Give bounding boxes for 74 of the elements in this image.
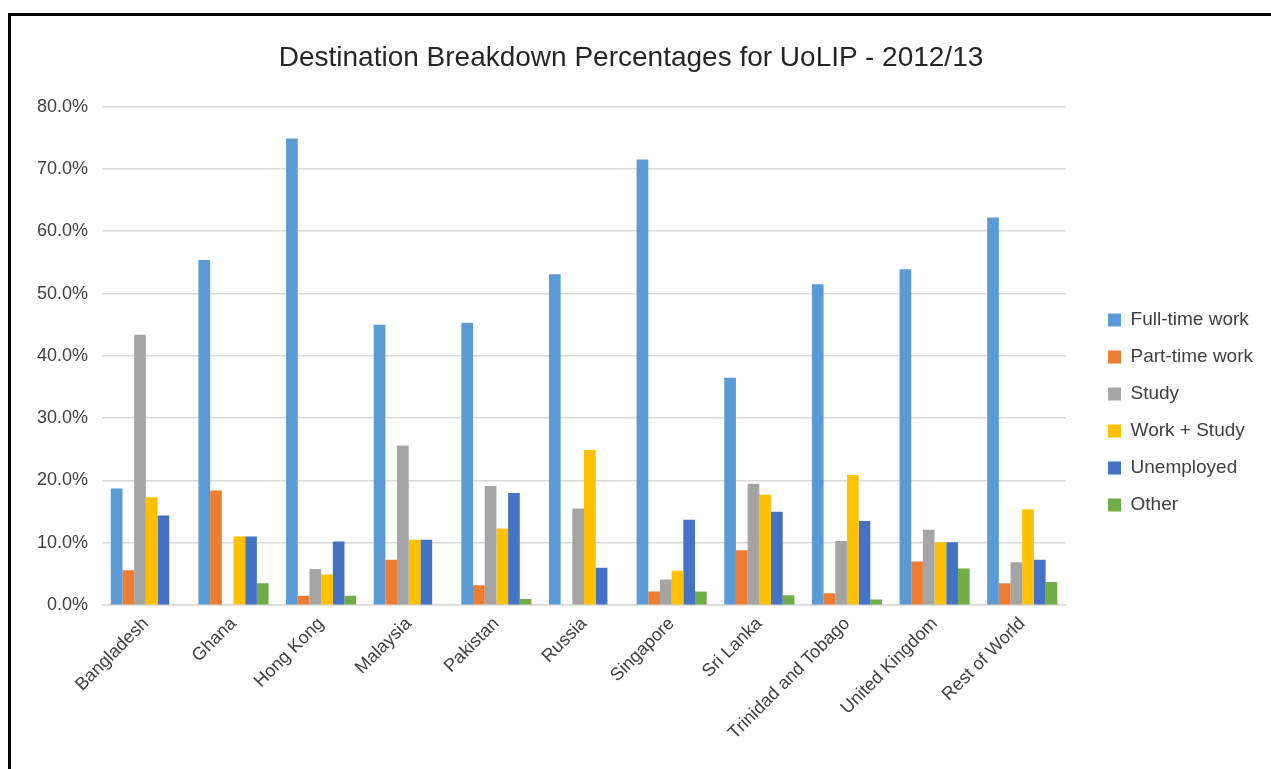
bar [957, 568, 970, 605]
legend-label: Unemployed [1130, 456, 1238, 478]
y-tick-label: 20.0% [36, 469, 89, 490]
bar [934, 542, 947, 605]
bar [858, 521, 871, 605]
bar [122, 570, 135, 605]
bar [782, 595, 795, 605]
bar [408, 539, 421, 605]
y-tick-label: 30.0% [36, 407, 89, 428]
bar [245, 536, 257, 605]
bar [309, 569, 322, 605]
bar [1033, 559, 1046, 605]
y-tick-label: 60.0% [36, 220, 89, 241]
bar [735, 550, 748, 605]
bar [1022, 509, 1034, 605]
bar [286, 138, 298, 605]
bar [157, 515, 170, 605]
bar [385, 559, 398, 605]
bar [110, 488, 123, 605]
legend-label: Other [1130, 493, 1179, 515]
bar [987, 217, 999, 605]
bar [648, 591, 660, 605]
bar [420, 539, 433, 605]
bar [496, 528, 509, 605]
bar [835, 540, 847, 605]
bar [747, 483, 760, 605]
bar [811, 284, 824, 605]
bar [484, 486, 497, 605]
bar [473, 585, 485, 605]
y-tick-label: 50.0% [36, 282, 89, 303]
bar [397, 445, 409, 605]
bar [636, 159, 649, 605]
bar [1010, 562, 1023, 605]
bar [321, 574, 333, 605]
bar [572, 508, 585, 605]
bar [922, 529, 935, 605]
chart-title: Destination Breakdown Percentages for UoLIP - 2012/13 [278, 40, 984, 72]
bar [198, 259, 211, 605]
bar [210, 490, 222, 605]
bar [373, 324, 386, 605]
bar [998, 583, 1011, 605]
y-tick-label: 80.0% [36, 95, 89, 116]
bar [759, 494, 771, 605]
bar [332, 541, 345, 605]
legend-label: Part-time work [1130, 345, 1254, 367]
bar [508, 492, 520, 605]
bar [548, 274, 561, 605]
bar [256, 583, 269, 605]
legend-label: Full-time work [1130, 308, 1250, 330]
y-tick-label: 70.0% [36, 157, 89, 178]
y-tick-label: 10.0% [36, 531, 89, 552]
bar [461, 322, 474, 605]
bar [659, 579, 672, 605]
bar [344, 595, 357, 605]
y-tick-label: 0.0% [47, 594, 89, 615]
bar [899, 269, 912, 605]
bar [145, 497, 158, 605]
bar [946, 542, 958, 605]
bar [1045, 582, 1058, 605]
bar [695, 591, 707, 605]
bar [233, 536, 246, 605]
bar [724, 377, 736, 605]
bar [771, 511, 783, 605]
bar [911, 561, 923, 605]
bar [823, 593, 836, 605]
bar [584, 449, 596, 605]
bar [683, 519, 696, 605]
bar [846, 474, 859, 605]
legend-label: Study [1130, 382, 1180, 404]
bar [595, 567, 608, 605]
legend-label: Work + Study [1130, 419, 1246, 441]
bar [671, 570, 684, 605]
y-tick-label: 40.0% [36, 344, 89, 365]
bar [134, 334, 146, 605]
